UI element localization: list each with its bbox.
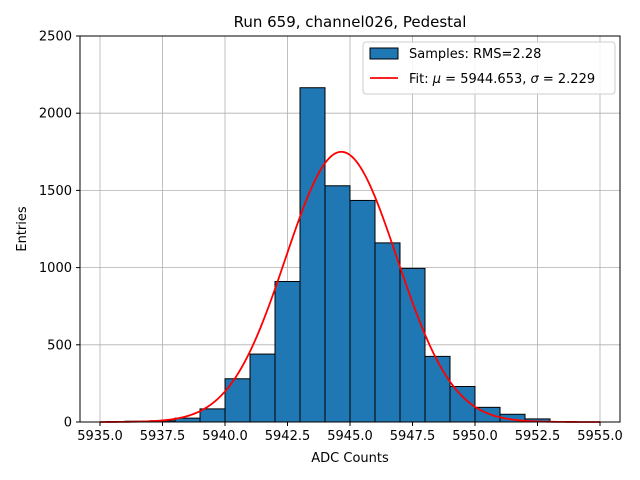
histogram-bar (199, 408, 226, 423)
y-tick-label: 500 (47, 338, 72, 353)
x-tick-label: 5947.5 (390, 429, 436, 444)
histogram-bar (424, 355, 451, 423)
legend: Samples: RMS=2.28 Fit: μ = 5944.653, σ =… (362, 41, 616, 95)
legend-box (362, 41, 616, 95)
histogram-bar (224, 378, 251, 423)
x-tick-label: 5950.0 (452, 429, 498, 444)
y-tick-label: 0 (64, 416, 72, 431)
legend-fit-mu-symbol: μ (432, 72, 441, 87)
legend-fit-sigma-text: = 2.229 (539, 72, 595, 87)
histogram-bar (324, 185, 351, 423)
chart-title: Run 659, channel026, Pedestal (234, 13, 467, 31)
x-tick-label: 5937.5 (140, 429, 186, 444)
legend-label-samples: Samples: RMS=2.28 (409, 47, 541, 62)
histogram-bar (349, 199, 376, 423)
x-tick-label: 5945.0 (327, 429, 373, 444)
axis-ticks: 5935.0 5937.5 5940.0 5942.5 5945.0 5947.5 5950… (39, 30, 623, 445)
histogram-bar (449, 385, 476, 423)
legend-fit-mu-text: = 5944.653, (441, 72, 530, 87)
x-tick-label: 5942.5 (265, 429, 311, 444)
x-tick-label: 5955.0 (577, 429, 623, 444)
y-tick-label: 2500 (39, 30, 72, 45)
legend-fit-prefix: Fit: (409, 72, 433, 87)
y-axis-label: Entries (15, 206, 30, 252)
histogram-bar (374, 242, 401, 423)
x-axis-label: ADC Counts (311, 451, 389, 466)
histogram-bar (249, 353, 276, 423)
x-tick-label: 5952.5 (515, 429, 561, 444)
histogram-bar (274, 280, 301, 423)
legend-swatch-samples (369, 47, 399, 60)
fit-curve-layer (99, 150, 600, 423)
x-tick-label: 5935.0 (77, 429, 123, 444)
legend-fit-sigma-symbol: σ (531, 72, 540, 87)
histogram-bar (399, 267, 426, 423)
gaussian-fit-curve (99, 150, 600, 423)
x-tick-label: 5940.0 (202, 429, 248, 444)
legend-label-fit: Fit: μ = 5944.653, σ = 2.229 (409, 72, 595, 87)
histogram-bar (299, 87, 326, 423)
y-tick-label: 1500 (39, 184, 72, 199)
y-tick-label: 1000 (39, 261, 72, 276)
y-tick-label: 2000 (39, 107, 72, 122)
